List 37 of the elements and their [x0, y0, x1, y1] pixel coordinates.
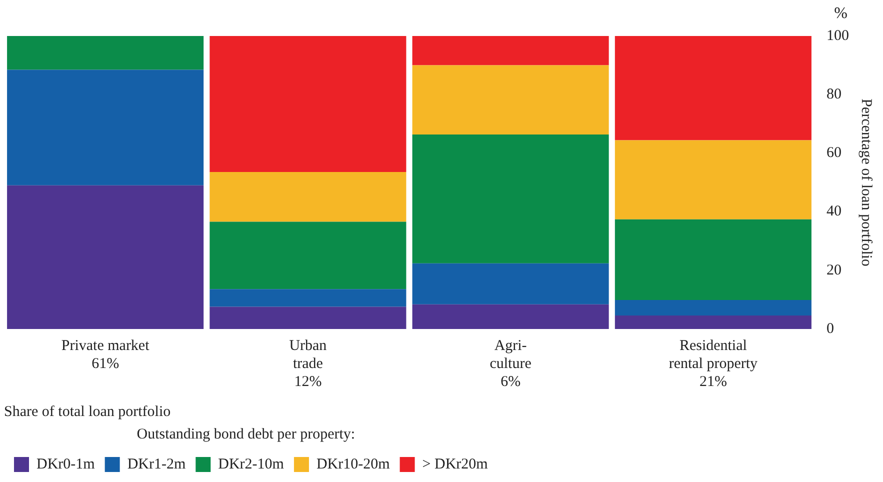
- bar: [412, 134, 609, 264]
- x-tick-label: Private market 61%: [61, 338, 150, 372]
- legend-label: DKr0-1m: [36, 456, 96, 472]
- bar: [412, 36, 609, 66]
- bar: [210, 289, 406, 307]
- y-tick-label: 40: [826, 204, 842, 220]
- bar: [7, 36, 204, 70]
- x-tick-label: Agri- culture 6%: [490, 338, 532, 390]
- bar: [412, 65, 609, 134]
- legend-label: DKr1-2m: [127, 456, 186, 472]
- legend-label: DKr10-20m: [316, 456, 390, 472]
- bar: [614, 36, 812, 140]
- y-tick-label: 80: [826, 86, 842, 103]
- bar: [210, 306, 406, 329]
- bar: [210, 36, 406, 172]
- x-tick-label: Urban trade 12%: [289, 338, 328, 390]
- x-axis-title: Share of total loan portfolio: [4, 404, 171, 420]
- bar: [614, 316, 812, 329]
- bar: [210, 222, 406, 290]
- bar: [412, 304, 609, 329]
- bar: [7, 185, 204, 329]
- bar: [614, 300, 812, 316]
- x-tick-label: Residential rental property 21%: [668, 338, 758, 390]
- legend-label: > DKr20m: [422, 456, 488, 472]
- bar: [412, 263, 609, 304]
- y-tick-label: 0: [826, 320, 834, 337]
- bar: [614, 219, 812, 300]
- legend-label: DKr2-10m: [218, 456, 284, 472]
- bar: [210, 172, 406, 222]
- y-tick-label: 20: [826, 262, 842, 278]
- y-tick-label: 60: [826, 145, 842, 162]
- text: %: [834, 5, 848, 22]
- legend-title: Outstanding bond debt per property:: [136, 426, 356, 442]
- bar: [614, 140, 812, 220]
- y-axis-title: Percentage of loan portfolio: [858, 98, 874, 266]
- bar: [7, 70, 204, 186]
- y-tick-label: 100: [826, 28, 849, 44]
